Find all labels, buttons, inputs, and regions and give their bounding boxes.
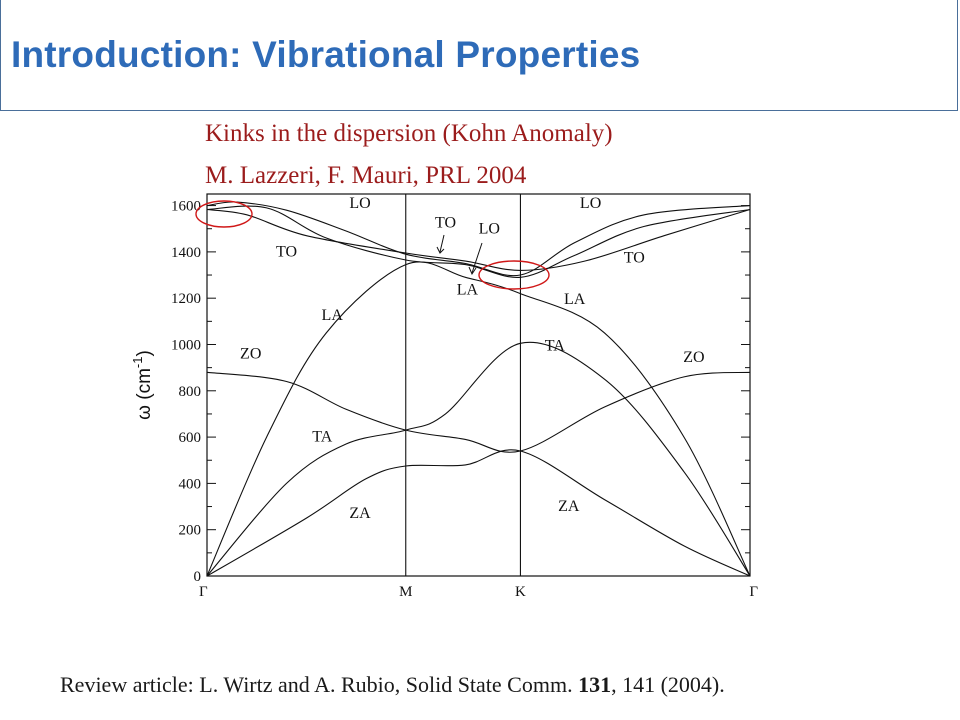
dispersion-branch-0 — [206, 205, 751, 278]
branch-label: LA — [457, 282, 479, 299]
ytick-label: 1200 — [171, 291, 201, 307]
ytick-label: 0 — [194, 569, 202, 585]
subtitle-kohn-anomaly: Kinks in the dispersion (Kohn Anomaly) — [205, 120, 613, 147]
branch-label: LA — [564, 291, 586, 308]
branch-label: LA — [322, 307, 344, 324]
slide-title: Introduction: Vibrational Properties — [11, 34, 641, 75]
title-bar: Introduction: Vibrational Properties — [0, 0, 958, 111]
dispersion-branch-3 — [206, 261, 751, 577]
y-axis-title: ω (cm-1) — [130, 350, 155, 420]
arrowhead-to — [436, 246, 445, 254]
branch-label: ZA — [558, 498, 580, 515]
ytick-label: 1000 — [171, 337, 201, 353]
branch-label: ZO — [240, 345, 261, 362]
xtick-label: M — [399, 584, 412, 600]
dispersion-branch-5 — [206, 449, 751, 577]
branch-label: TA — [312, 429, 332, 446]
arrow-to — [439, 234, 445, 253]
branch-label: ZA — [349, 505, 371, 522]
xtick-label: Γ — [199, 584, 208, 600]
footer-text-end: , 141 (2004). — [611, 672, 725, 697]
ytick-label: 1600 — [171, 199, 201, 215]
arrow-lo — [471, 242, 483, 274]
dispersion-branch-6 — [206, 371, 751, 453]
dispersion-branch-2 — [206, 201, 751, 277]
subtitle-citation: M. Lazzeri, F. Mauri, PRL 2004 — [205, 162, 527, 189]
branch-label: LO — [479, 220, 500, 237]
branch-label: ZO — [683, 349, 704, 366]
arrowhead-lo — [468, 266, 477, 276]
footer-volume: 131 — [578, 672, 612, 697]
branch-label: TO — [276, 244, 297, 261]
ytick-label: 200 — [179, 523, 202, 539]
plot-frame — [206, 193, 751, 577]
dispersion-branch-1 — [206, 208, 751, 271]
kohn-anomaly-gamma-ellipse — [195, 200, 253, 228]
dispersion-branch-4 — [206, 341, 751, 577]
xtick-label: Γ — [749, 584, 758, 600]
ytick-label: 600 — [179, 430, 202, 446]
ytick-label: 1400 — [171, 245, 201, 261]
xtick-label: K — [515, 584, 526, 600]
branch-label: LO — [580, 195, 601, 212]
footer-text: Review article: L. Wirtz and A. Rubio, S… — [60, 672, 579, 697]
branch-label: TO — [624, 249, 645, 266]
branch-label: TA — [545, 337, 565, 354]
ytick-label: 800 — [179, 384, 202, 400]
kohn-anomaly-k-ellipse — [478, 260, 550, 290]
branch-label: TO — [435, 215, 456, 232]
footer-reference: Review article: L. Wirtz and A. Rubio, S… — [60, 672, 725, 698]
branch-label: LO — [349, 195, 370, 212]
ytick-label: 400 — [179, 476, 202, 492]
